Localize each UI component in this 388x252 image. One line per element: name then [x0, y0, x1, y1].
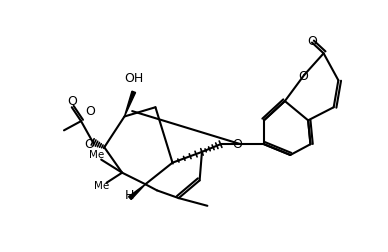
Text: O: O [85, 105, 95, 118]
Text: O: O [298, 70, 308, 83]
Polygon shape [125, 91, 135, 116]
Text: O: O [307, 35, 317, 48]
Text: Me: Me [94, 181, 109, 191]
Text: OH: OH [124, 72, 144, 85]
Polygon shape [128, 184, 146, 200]
Text: O: O [85, 138, 95, 151]
Text: Me: Me [89, 150, 104, 160]
Text: O: O [232, 138, 242, 151]
Text: O: O [67, 95, 77, 108]
Text: H: H [125, 189, 134, 202]
